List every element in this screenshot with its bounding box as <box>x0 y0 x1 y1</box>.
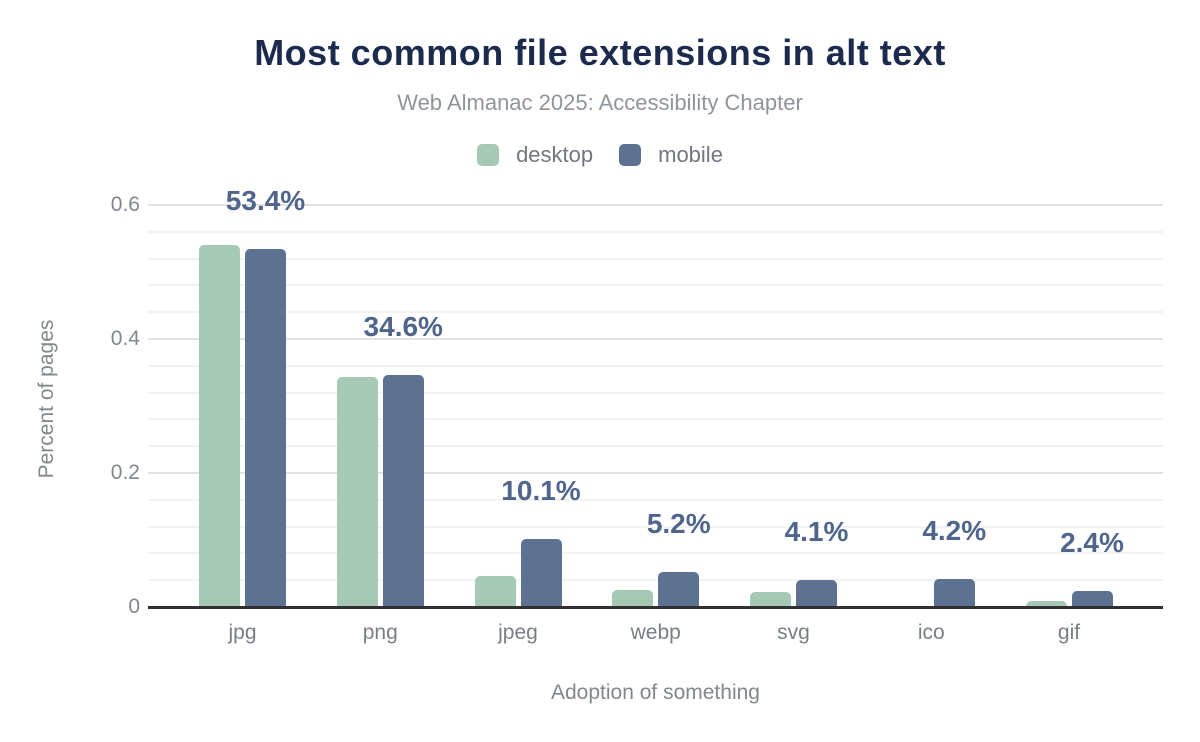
category-label-jpeg: jpeg <box>498 621 538 644</box>
bar-desktop-jpg <box>199 245 240 607</box>
x-axis-title: Adoption of something <box>551 681 760 704</box>
gridline-minor-0.56 <box>148 230 1163 233</box>
y-axis-title: Percent of pages <box>35 319 58 479</box>
y-tick-label-0.4: 0.4 <box>110 327 140 350</box>
gridline-minor-0.24 <box>148 445 1163 448</box>
chart-title: Most common file extensions in alt text <box>254 32 946 73</box>
bar-mobile-ico <box>933 579 975 607</box>
bar-mobile-jpg <box>245 249 286 607</box>
y-tick-label-0.2: 0.2 <box>110 461 140 484</box>
gridline-minor-0.44 <box>148 311 1163 314</box>
legend-swatch-mobile <box>619 144 642 166</box>
category-label-gif: gif <box>1057 621 1081 644</box>
gridline-minor-0.12 <box>148 525 1163 528</box>
gridline-minor-0.16 <box>148 498 1163 501</box>
chart-subtitle: Web Almanac 2025: Accessibility Chapter <box>397 90 803 115</box>
bar-desktop-jpeg <box>474 576 516 607</box>
gridline-minor-0.28 <box>148 418 1163 421</box>
x-axis-line <box>148 606 1163 609</box>
gridline-minor-0.36 <box>148 364 1163 367</box>
bar-mobile-gif <box>1071 591 1113 607</box>
legend-item-mobile: mobile <box>619 144 723 166</box>
legend-swatch-desktop <box>477 144 500 166</box>
legend-item-desktop: desktop <box>477 144 593 166</box>
y-tick-label-0.6: 0.6 <box>110 193 140 216</box>
value-label-svg: 4.1% <box>784 515 849 547</box>
bar-desktop-svg <box>750 592 791 607</box>
bar-mobile-jpeg <box>520 539 562 607</box>
bar-desktop-png <box>336 377 378 607</box>
bar-desktop-webp <box>612 590 654 607</box>
bar-mobile-svg <box>796 580 837 607</box>
category-label-png: png <box>362 621 398 644</box>
value-label-jpeg: 10.1% <box>501 475 581 507</box>
gridline-minor-0.52 <box>148 257 1163 260</box>
category-label-webp: webp <box>630 621 681 644</box>
value-label-jpg: 53.4% <box>225 185 306 217</box>
value-label-png: 34.6% <box>363 311 443 343</box>
legend-label-desktop: desktop <box>516 142 594 167</box>
gridline-minor-0.48 <box>148 284 1163 287</box>
category-label-svg: svg <box>777 621 810 644</box>
legend-label-mobile: mobile <box>658 142 723 167</box>
y-tick-label-0: 0 <box>128 595 140 618</box>
value-label-webp: 5.2% <box>646 508 711 540</box>
value-label-ico: 4.2% <box>922 514 987 546</box>
gridline-minor-0.08 <box>148 552 1163 555</box>
gridline-major-0.4 <box>148 338 1163 340</box>
gridline-major-0.6 <box>148 204 1163 206</box>
bar-mobile-webp <box>658 572 700 607</box>
gridline-major-0.2 <box>148 472 1163 474</box>
value-label-gif: 2.4% <box>1060 526 1124 558</box>
bar-desktop-gif <box>1025 601 1067 607</box>
gridline-minor-0.32 <box>148 391 1163 394</box>
gridline-minor-0.04 <box>148 579 1163 582</box>
category-label-ico: ico <box>917 621 945 644</box>
bar-mobile-png <box>382 375 424 607</box>
legend: desktop mobile <box>0 144 1200 166</box>
category-label-jpg: jpg <box>228 621 257 644</box>
